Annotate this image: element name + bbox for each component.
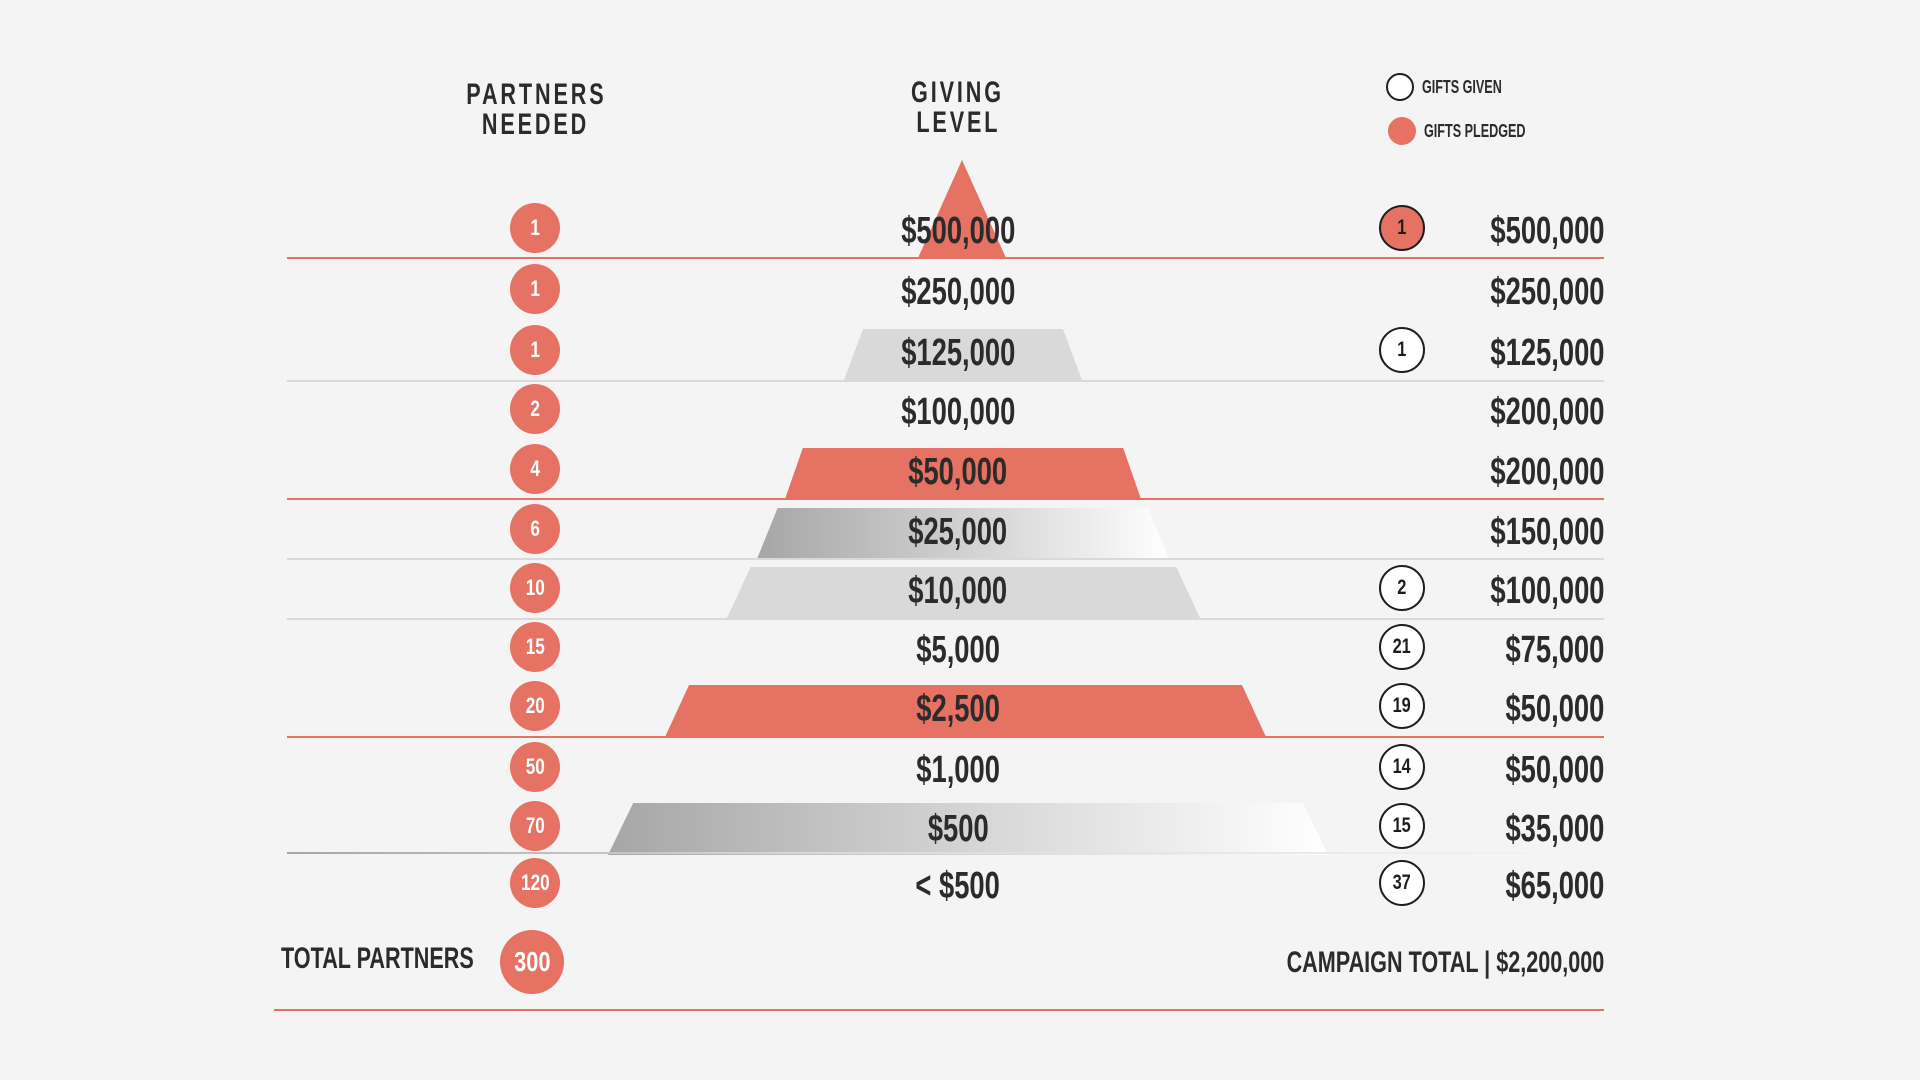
- gift-amount: $65,000: [1505, 865, 1604, 907]
- row-divider-3: [287, 498, 1604, 500]
- partners-needed-badge: 15: [510, 622, 560, 672]
- partners-needed-value: 4: [530, 456, 540, 481]
- gift-amount: $100,000: [1489, 570, 1604, 612]
- partners-needed-badge: 20: [510, 681, 560, 731]
- pyramid-band-50000: [785, 448, 1141, 499]
- partners-needed-value: 2: [530, 396, 540, 421]
- giving-level: $100,000: [900, 391, 1016, 433]
- partners-needed-value: 1: [530, 215, 540, 240]
- partners-needed-badge: 2: [510, 384, 560, 434]
- partners-needed-value: 20: [525, 693, 545, 718]
- partners-needed-value: 120: [520, 870, 550, 895]
- legend-pledged-label: GIFTS PLEDGED: [1424, 120, 1526, 141]
- pyramid-band-500: [608, 803, 1328, 855]
- campaign-total: CAMPAIGN TOTAL | $2,200,000: [1286, 946, 1604, 979]
- partners-needed-value: 15: [525, 634, 545, 659]
- gifts-given-badge: 21: [1379, 624, 1425, 670]
- giving-header-line2: LEVEL: [915, 106, 1001, 139]
- giving-level-header: GIVING LEVEL: [858, 78, 1058, 138]
- giving-level: $250,000: [900, 271, 1016, 313]
- giving-level: $10,000: [908, 570, 1008, 612]
- partners-needed-header: PARTNERS NEEDED: [436, 80, 636, 140]
- gifts-given-badge: 15: [1379, 803, 1425, 849]
- gift-amount: $150,000: [1489, 511, 1604, 553]
- gifts-given-badge: 2: [1379, 565, 1425, 611]
- giving-level: $500,000: [900, 210, 1016, 252]
- giving-header-line1: GIVING: [911, 76, 1005, 109]
- total-partners-badge: 300: [500, 930, 564, 994]
- partners-needed-badge: 1: [510, 203, 560, 253]
- row-divider-5: [287, 618, 1604, 620]
- gift-amount: $200,000: [1489, 391, 1604, 433]
- row-divider-7: [287, 852, 1604, 854]
- gift-amount: $50,000: [1505, 688, 1604, 730]
- partners-header-line2: NEEDED: [482, 108, 590, 141]
- giving-level: $500: [927, 808, 989, 850]
- partners-needed-value: 1: [530, 337, 540, 362]
- legend-gifts-pledged: GIFTS PLEDGED: [1388, 117, 1569, 145]
- partners-needed-badge: 10: [510, 563, 560, 613]
- row-divider-1: [287, 257, 1604, 259]
- partners-needed-badge: 4: [510, 444, 560, 494]
- partners-needed-value: 70: [525, 813, 545, 838]
- partners-needed-badge: 50: [510, 742, 560, 792]
- legend-pledged-marker: [1388, 117, 1416, 145]
- partners-needed-value: 50: [525, 754, 545, 779]
- legend-given-marker: [1386, 73, 1414, 101]
- footer-divider: [274, 1009, 1604, 1011]
- partners-needed-badge: 1: [510, 325, 560, 375]
- gifts-given-badge: 14: [1379, 744, 1425, 790]
- gifts-given-badge: 19: [1379, 683, 1425, 729]
- giving-level: $5,000: [916, 629, 1000, 671]
- gift-amount: $50,000: [1505, 749, 1604, 791]
- pyramid-band-25000: [757, 508, 1169, 559]
- row-divider-6: [287, 736, 1604, 738]
- giving-level: $50,000: [908, 451, 1008, 493]
- row-divider-4: [287, 558, 1604, 560]
- giving-level: < $500: [915, 865, 1001, 907]
- partners-header-line1: PARTNERS: [465, 78, 607, 111]
- gift-amount: $250,000: [1489, 271, 1604, 313]
- gift-count-value: 2: [1397, 576, 1407, 599]
- gifts-pledged-badge: 1: [1379, 205, 1425, 251]
- legend-given-label: GIFTS GIVEN: [1422, 76, 1502, 97]
- partners-needed-badge: 70: [510, 801, 560, 851]
- gifts-given-badge: 37: [1379, 860, 1425, 906]
- partners-needed-badge: 6: [510, 504, 560, 554]
- gift-count-value: 14: [1392, 755, 1412, 778]
- gift-count-value: 21: [1392, 635, 1412, 658]
- gift-count-value: 1: [1397, 338, 1407, 361]
- giving-level: $25,000: [908, 511, 1008, 553]
- pyramid-band-125000: [844, 329, 1082, 380]
- row-divider-2: [287, 380, 1604, 382]
- gift-count-value: 37: [1392, 871, 1412, 894]
- gift-amount: $200,000: [1489, 451, 1604, 493]
- gift-count-value: 19: [1392, 694, 1412, 717]
- giving-level: $1,000: [916, 749, 1000, 791]
- partners-needed-badge: 120: [510, 858, 560, 908]
- pyramid-band-10000: [727, 567, 1200, 618]
- gift-amount: $35,000: [1505, 808, 1604, 850]
- partners-needed-value: 1: [530, 276, 540, 301]
- giving-level: $125,000: [900, 332, 1016, 374]
- gift-count-value: 1: [1397, 216, 1407, 239]
- gifts-given-badge: 1: [1379, 327, 1425, 373]
- giving-level: $2,500: [916, 688, 1000, 730]
- gift-amount: $500,000: [1489, 210, 1604, 252]
- partners-needed-value: 10: [525, 575, 545, 600]
- pyramid-band-2500: [665, 685, 1266, 737]
- legend-gifts-given: GIFTS GIVEN: [1386, 73, 1536, 101]
- gift-amount: $125,000: [1489, 332, 1604, 374]
- total-partners-label: TOTAL PARTNERS: [281, 942, 474, 975]
- partners-needed-value: 6: [530, 516, 540, 541]
- total-partners-value: 300: [513, 946, 551, 977]
- partners-needed-badge: 1: [510, 264, 560, 314]
- gift-count-value: 15: [1392, 814, 1412, 837]
- gift-amount: $75,000: [1505, 629, 1604, 671]
